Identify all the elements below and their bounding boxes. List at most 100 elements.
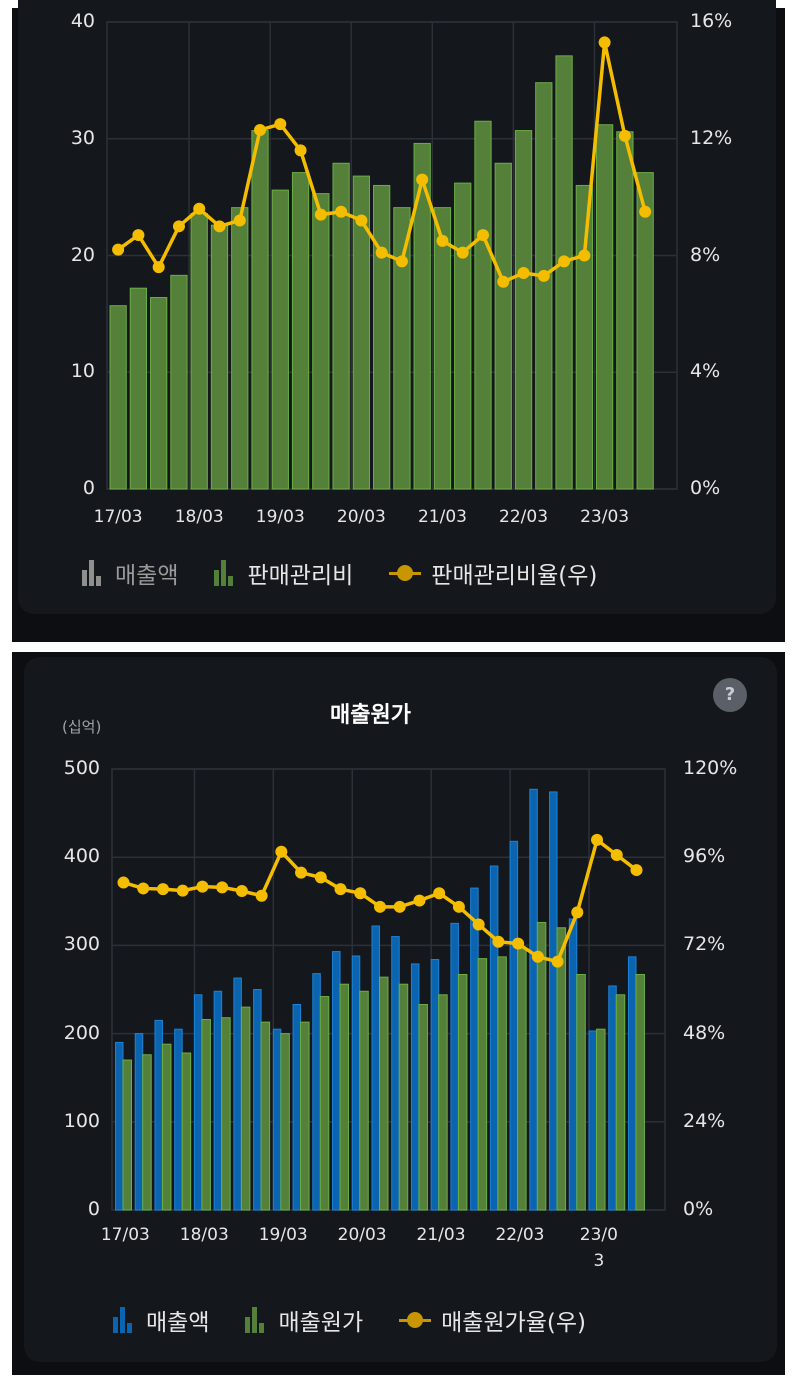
bar-cost bbox=[616, 131, 634, 490]
x-axis-tick-label: 23/03 bbox=[580, 507, 630, 527]
ratio-point bbox=[517, 267, 530, 280]
legend-item-revenue[interactable]: 매출액 bbox=[82, 556, 178, 590]
bar-revenue bbox=[371, 925, 380, 1211]
bar-cost bbox=[291, 172, 310, 490]
bar-cost bbox=[339, 983, 350, 1211]
x-axis-tick-label: 23/03 bbox=[579, 1225, 618, 1271]
bar-revenue bbox=[115, 1041, 124, 1211]
legend-item-cogs[interactable]: 매출원가 bbox=[245, 1303, 363, 1337]
ratio-point bbox=[255, 889, 268, 902]
bar-cost bbox=[109, 305, 127, 490]
ratio-point bbox=[295, 866, 308, 879]
y-axis-tick-label: 400 bbox=[63, 845, 100, 868]
bar-cost bbox=[635, 974, 645, 1211]
ratio-point bbox=[156, 883, 169, 896]
bar-revenue bbox=[174, 1028, 183, 1211]
bar-cost bbox=[300, 1021, 310, 1211]
legend-sga: 매출액 판매관리비 판매관리비율(우) bbox=[82, 556, 633, 590]
x-axis-tick-label: 19/03 bbox=[258, 1225, 308, 1245]
bar-cost bbox=[494, 162, 512, 490]
bar-revenue bbox=[391, 936, 400, 1211]
bar-cost bbox=[517, 947, 527, 1211]
bar-revenue bbox=[213, 990, 223, 1211]
ratio-point bbox=[314, 871, 327, 884]
x-axis-tick-label: 17/03 bbox=[93, 507, 143, 527]
bar-cost bbox=[210, 224, 229, 490]
ratio-point bbox=[354, 887, 367, 900]
ratio-point bbox=[213, 220, 226, 233]
bar-cost bbox=[575, 184, 593, 490]
x-axis-tick-label: 20/03 bbox=[336, 507, 386, 527]
ratio-point bbox=[132, 229, 145, 242]
bar-cost bbox=[221, 1017, 231, 1211]
bar-cost bbox=[373, 184, 391, 490]
bar-revenue bbox=[154, 1019, 163, 1211]
y2-axis-tick-label: 0% bbox=[690, 477, 721, 499]
ratio-point bbox=[558, 255, 571, 268]
bar-cost bbox=[161, 1043, 172, 1211]
y-axis-tick-label: 0 bbox=[82, 477, 95, 499]
bar-series-icon bbox=[113, 1307, 132, 1333]
line-series-icon bbox=[399, 1310, 432, 1330]
bar-revenue bbox=[509, 840, 519, 1211]
ratio-point bbox=[512, 937, 525, 950]
bar-cost bbox=[378, 976, 389, 1211]
ratio-point bbox=[235, 885, 248, 898]
bar-revenue bbox=[351, 955, 361, 1211]
y2-axis-tick-label: 120% bbox=[683, 757, 738, 779]
bar-revenue bbox=[233, 977, 242, 1211]
bar-cost bbox=[413, 142, 431, 490]
y-axis-tick-label: 20 bbox=[70, 243, 95, 266]
ratio-point bbox=[452, 900, 465, 913]
legend-item-sga[interactable]: 판매관리비 bbox=[214, 556, 353, 590]
y2-axis-tick-label: 0% bbox=[683, 1198, 714, 1220]
legend-label: 매출액 bbox=[115, 563, 179, 589]
bar-cost bbox=[312, 193, 330, 490]
legend-item-revenue[interactable]: 매출액 bbox=[113, 1303, 209, 1337]
bar-cost bbox=[260, 1021, 271, 1211]
x-axis-tick-label: 20/03 bbox=[337, 1225, 387, 1245]
bar-revenue bbox=[549, 791, 558, 1211]
bar-revenue bbox=[489, 865, 499, 1211]
bar-cost bbox=[251, 130, 269, 490]
ratio-point bbox=[456, 246, 469, 259]
bar-revenue bbox=[253, 989, 262, 1211]
bar-cost bbox=[555, 55, 573, 490]
bar-series-icon bbox=[214, 560, 234, 586]
y-axis-tick-label: 100 bbox=[63, 1109, 100, 1132]
bar-cost bbox=[615, 994, 626, 1211]
y-axis-tick-label: 40 bbox=[70, 10, 95, 32]
y2-axis-tick-label: 16% bbox=[690, 10, 733, 32]
ratio-point bbox=[335, 205, 348, 218]
x-axis-tick-label: 21/03 bbox=[416, 1225, 466, 1245]
legend-item-cogs-ratio[interactable]: 매출원가율(우) bbox=[399, 1303, 586, 1337]
bar-cost bbox=[596, 1028, 606, 1211]
bar-cost bbox=[201, 1018, 211, 1211]
y-axis-tick-label: 30 bbox=[70, 126, 95, 149]
ratio-point bbox=[216, 881, 229, 894]
line-series-icon bbox=[389, 563, 422, 583]
bar-cost bbox=[190, 212, 208, 490]
bar-cost bbox=[457, 974, 468, 1211]
legend-cogs: 매출액 매출원가 매출원가율(우) bbox=[113, 1303, 622, 1337]
y-axis-tick-label: 300 bbox=[63, 933, 100, 956]
y2-axis-tick-label: 96% bbox=[683, 845, 726, 868]
bar-cost bbox=[536, 921, 547, 1211]
question-mark-icon: ? bbox=[724, 684, 736, 705]
bar-revenue bbox=[292, 1003, 302, 1211]
ratio-point bbox=[551, 955, 564, 968]
ratio-point bbox=[152, 261, 165, 274]
plot-frame bbox=[106, 21, 678, 490]
bar-revenue bbox=[529, 788, 538, 1211]
bar-revenue bbox=[568, 918, 578, 1211]
legend-label: 매출액 bbox=[146, 1310, 210, 1336]
help-button[interactable]: ? bbox=[713, 678, 747, 712]
ratio-point bbox=[578, 249, 591, 262]
x-axis-tick-label: 18/03 bbox=[179, 1225, 229, 1245]
ratio-point bbox=[233, 214, 246, 227]
bar-cost bbox=[129, 287, 148, 490]
legend-item-sga-ratio[interactable]: 판매관리비율(우) bbox=[389, 556, 597, 590]
ratio-point bbox=[176, 884, 189, 897]
bar-cost bbox=[332, 162, 350, 490]
bar-revenue bbox=[450, 922, 459, 1211]
